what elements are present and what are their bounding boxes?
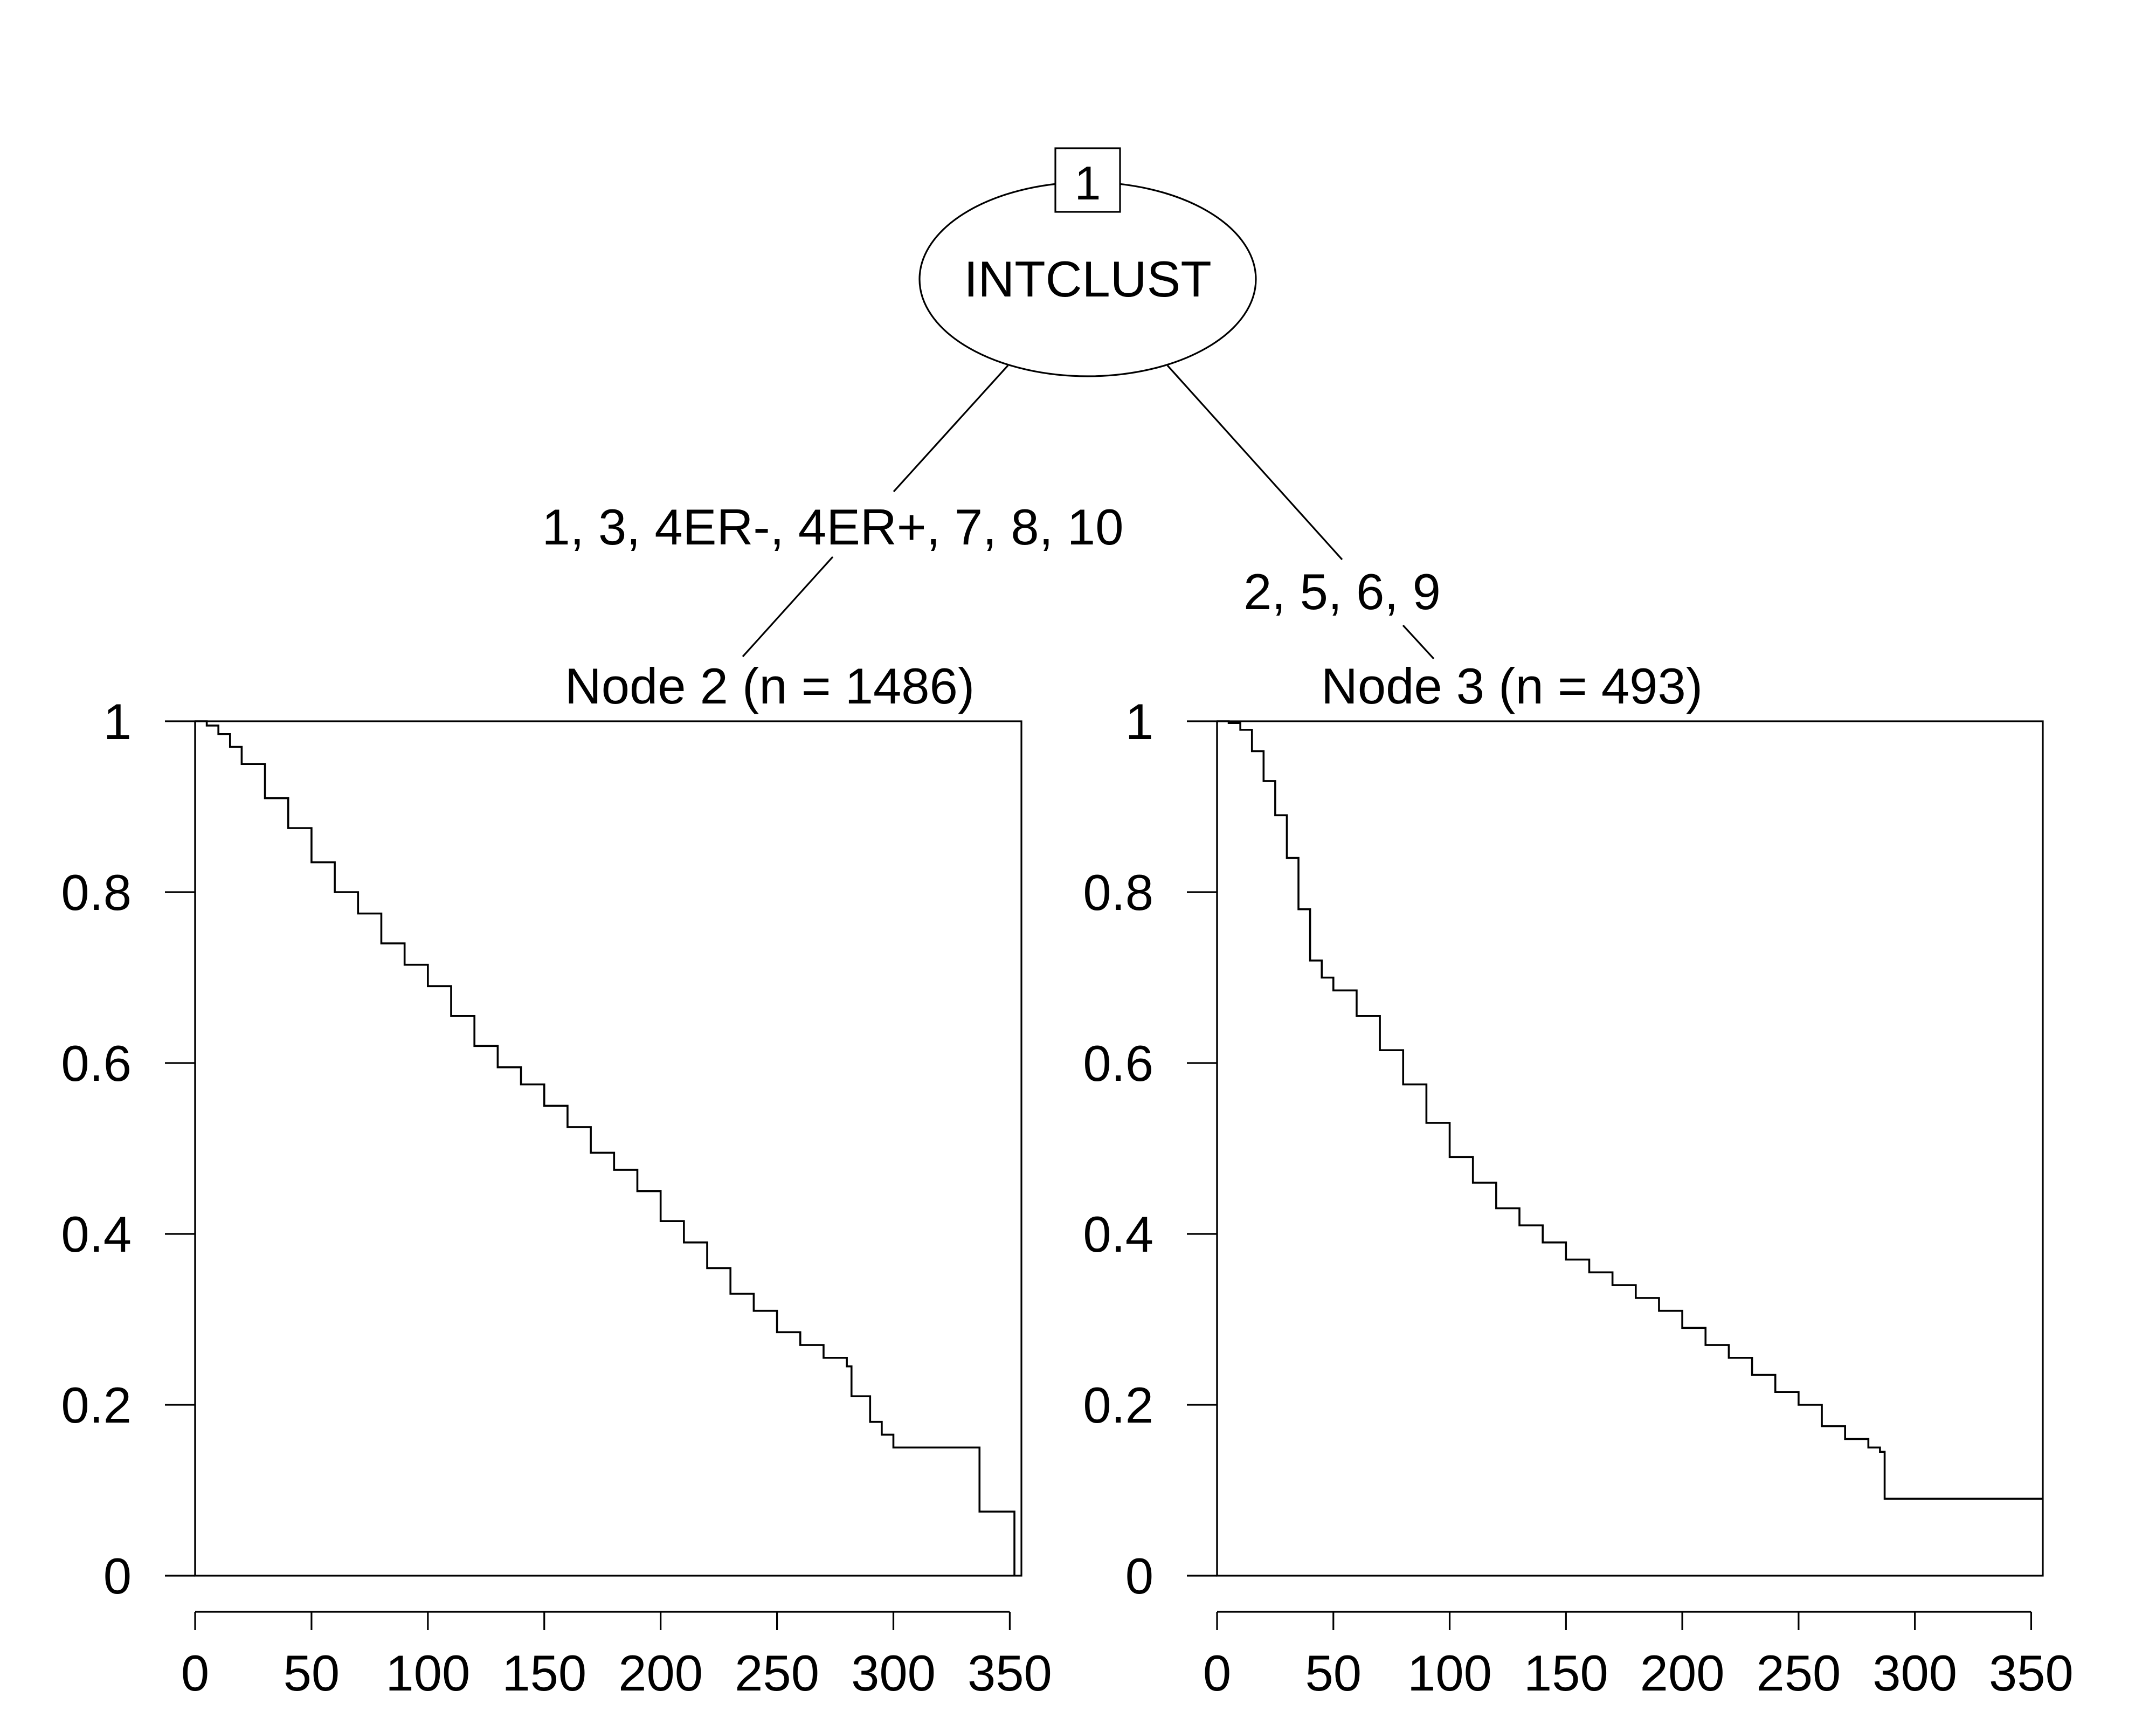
node-3-y-tick-label: 0.6 bbox=[1083, 1035, 1153, 1092]
node-3-x-tick-label: 100 bbox=[1407, 1645, 1492, 1701]
node-3-y-tick-label: 1 bbox=[1125, 693, 1153, 750]
node-2-y-tick-label: 1 bbox=[103, 693, 132, 750]
node-2-x-tick-label: 50 bbox=[284, 1645, 340, 1701]
root-node: 1 INTCLUST bbox=[918, 147, 1257, 377]
node-2-x-tick-label: 0 bbox=[181, 1645, 209, 1701]
edge-right-lower bbox=[1402, 624, 1435, 660]
node-3-panel: Node 3 (n = 493) 0 50 100 150 200 250 300 350 0… bbox=[1083, 658, 2074, 1701]
node-3-x-tick-label: 300 bbox=[1872, 1645, 1957, 1701]
node-3-x-tick-label: 50 bbox=[1305, 1645, 1362, 1701]
node-2-panel: Node 2 (n = 1486) 0 50 100 150 200 250 300 350 … bbox=[61, 658, 1052, 1701]
edge-left-lower bbox=[742, 556, 834, 658]
node-3-y-tick-label: 0.8 bbox=[1083, 864, 1153, 921]
split-label-left: 1, 3, 4ER-, 4ER+, 7, 8, 10 bbox=[542, 499, 1124, 555]
root-node-id-box bbox=[1054, 147, 1121, 213]
node-2-survival-curve bbox=[195, 720, 1015, 1576]
root-node-variable: INTCLUST bbox=[964, 251, 1212, 307]
edge-right-upper bbox=[1166, 364, 1343, 561]
node-2-x-tick-label: 350 bbox=[968, 1645, 1052, 1701]
root-node-id: 1 bbox=[1075, 156, 1101, 210]
node-3-x-axis: 0 50 100 150 200 250 300 350 bbox=[1203, 1611, 2074, 1701]
node-3-y-axis: 0 0.2 0.4 0.6 0.8 1 bbox=[1083, 693, 1218, 1604]
node-3-x-tick-label: 150 bbox=[1524, 1645, 1608, 1701]
node-2-y-tick-label: 0.8 bbox=[61, 864, 132, 921]
node-3-y-tick-label: 0.2 bbox=[1083, 1377, 1153, 1433]
tree-edges bbox=[742, 364, 1435, 660]
node-3-x-tick-label: 200 bbox=[1640, 1645, 1725, 1701]
node-2-x-tick-label: 150 bbox=[502, 1645, 586, 1701]
node-2-y-axis: 0 0.2 0.4 0.6 0.8 1 bbox=[61, 693, 196, 1604]
node-3-survival-curve bbox=[1217, 720, 2043, 1500]
node-3-x-tick-label: 0 bbox=[1203, 1645, 1231, 1701]
node-2-title: Node 2 (n = 1486) bbox=[565, 658, 975, 714]
edge-left-upper bbox=[893, 364, 1009, 493]
node-2-x-tick-label: 200 bbox=[618, 1645, 703, 1701]
node-3-plot-frame bbox=[1216, 720, 2044, 1577]
node-2-y-tick-label: 0 bbox=[103, 1548, 132, 1604]
node-3-y-tick-label: 0 bbox=[1125, 1548, 1153, 1604]
node-3-x-tick-label: 350 bbox=[1989, 1645, 2074, 1701]
node-2-y-tick-label: 0.2 bbox=[61, 1377, 132, 1433]
node-3-title: Node 3 (n = 493) bbox=[1321, 658, 1703, 714]
node-2-x-tick-label: 250 bbox=[735, 1645, 819, 1701]
node-2-y-tick-label: 0.4 bbox=[61, 1206, 132, 1262]
node-2-x-tick-label: 100 bbox=[385, 1645, 470, 1701]
node-2-x-axis: 0 50 100 150 200 250 300 350 bbox=[181, 1611, 1052, 1701]
node-2-y-tick-label: 0.6 bbox=[61, 1035, 132, 1092]
split-label-right: 2, 5, 6, 9 bbox=[1243, 563, 1441, 620]
node-2-x-tick-label: 300 bbox=[851, 1645, 936, 1701]
node-3-y-tick-label: 0.4 bbox=[1083, 1206, 1153, 1262]
node-3-x-tick-label: 250 bbox=[1756, 1645, 1841, 1701]
